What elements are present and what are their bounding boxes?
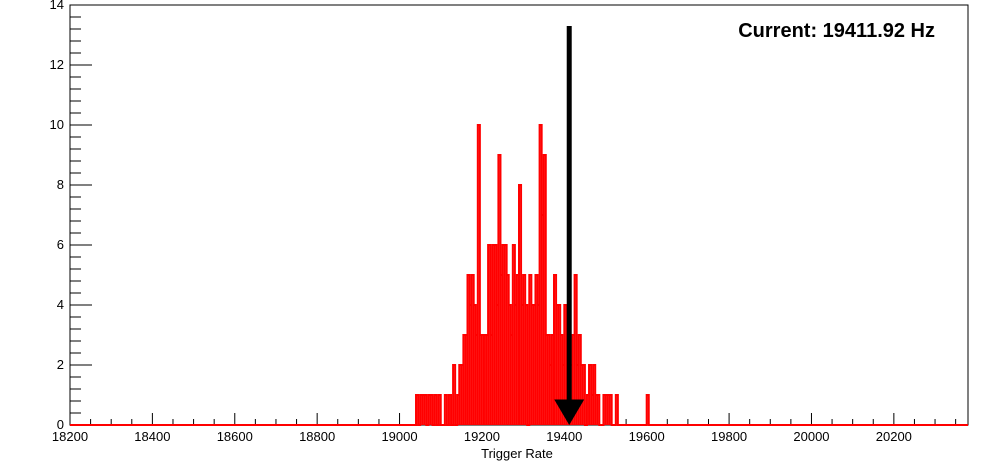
y-tick-label: 10 — [50, 117, 64, 132]
x-tick-label: 18600 — [217, 429, 253, 444]
x-axis-title: Trigger Rate — [481, 446, 553, 461]
x-tick-label: 19800 — [711, 429, 747, 444]
x-tick-label: 19200 — [464, 429, 500, 444]
x-tick-label: 19400 — [546, 429, 582, 444]
x-tick-label: 20000 — [793, 429, 829, 444]
y-axis: 0 2 4 6 8 10 12 14 — [50, 0, 92, 432]
y-tick-label: 0 — [57, 417, 64, 432]
histogram-series — [70, 124, 968, 426]
x-tick-label: 19600 — [629, 429, 665, 444]
y-tick-label: 2 — [57, 357, 64, 372]
x-tick-label: 19000 — [381, 429, 417, 444]
current-rate-arrow — [554, 26, 585, 425]
y-tick-label: 8 — [57, 177, 64, 192]
x-tick-label: 20200 — [876, 429, 912, 444]
y-tick-label: 4 — [57, 297, 64, 312]
x-tick-label: 18200 — [52, 429, 88, 444]
y-tick-label: 14 — [50, 0, 64, 12]
x-axis: 18200 18400 18600 18800 19000 19200 19400 19600… — [52, 413, 957, 444]
y-tick-label: 12 — [50, 57, 64, 72]
current-rate-label: Current: 19411.92 Hz — [738, 20, 935, 42]
x-tick-label: 18800 — [299, 429, 335, 444]
y-tick-label: 6 — [57, 237, 64, 252]
x-tick-label: 18400 — [134, 429, 170, 444]
arrow-head — [554, 399, 585, 425]
